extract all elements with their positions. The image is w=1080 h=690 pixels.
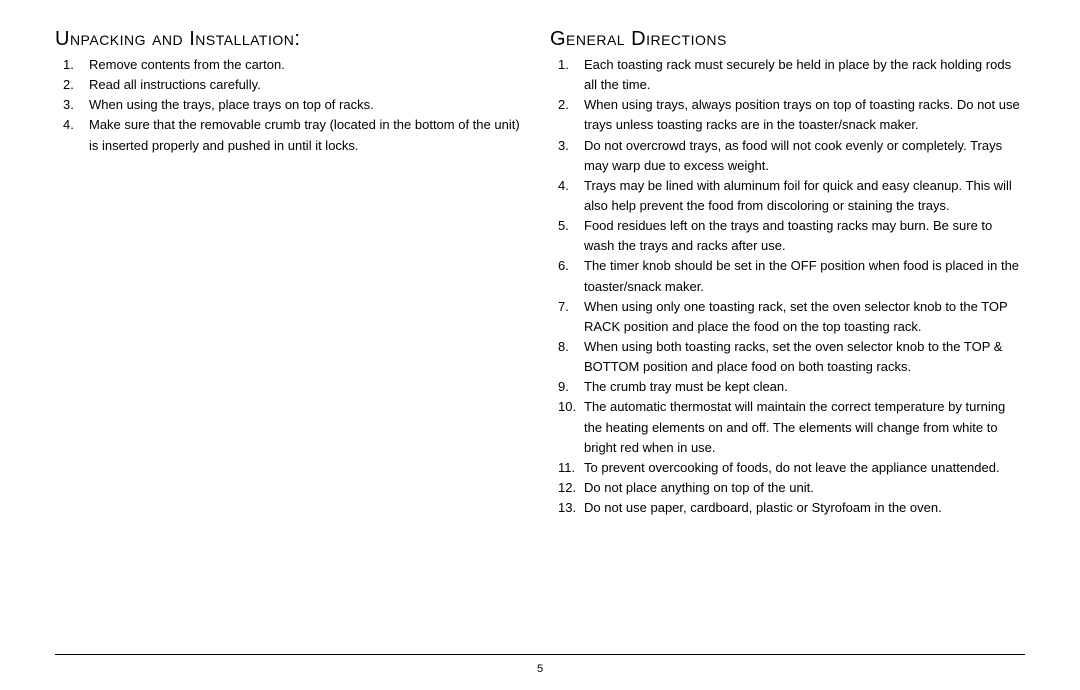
list-item: Remove contents from the carton. [55, 55, 530, 75]
list-item: Do not overcrowd trays, as food will not… [550, 136, 1025, 176]
list-item: The automatic thermostat will maintain t… [550, 397, 1025, 457]
list-item: When using only one toasting rack, set t… [550, 297, 1025, 337]
left-column: Unpacking and Installation: Remove conte… [55, 28, 530, 518]
list-item: To prevent overcooking of foods, do not … [550, 458, 1025, 478]
list-item: Each toasting rack must securely be held… [550, 55, 1025, 95]
right-heading: General Directions [550, 28, 1025, 51]
list-item: When using the trays, place trays on top… [55, 95, 530, 115]
page-number: 5 [537, 663, 543, 675]
list-item: Do not use paper, cardboard, plastic or … [550, 498, 1025, 518]
right-column: General Directions Each toasting rack mu… [550, 28, 1025, 518]
left-heading: Unpacking and Installation: [55, 28, 530, 51]
content-columns: Unpacking and Installation: Remove conte… [55, 28, 1025, 518]
list-item: The crumb tray must be kept clean. [550, 377, 1025, 397]
list-item: Read all instructions carefully. [55, 75, 530, 95]
list-item: Make sure that the removable crumb tray … [55, 115, 530, 155]
list-item: When using both toasting racks, set the … [550, 337, 1025, 377]
list-item: Do not place anything on top of the unit… [550, 478, 1025, 498]
list-item: Food residues left on the trays and toas… [550, 216, 1025, 256]
list-item: Trays may be lined with aluminum foil fo… [550, 176, 1025, 216]
footer-divider [55, 654, 1025, 655]
list-item: The timer knob should be set in the OFF … [550, 256, 1025, 296]
list-item: When using trays, always position trays … [550, 95, 1025, 135]
right-list: Each toasting rack must securely be held… [550, 55, 1025, 518]
left-list: Remove contents from the carton. Read al… [55, 55, 530, 156]
